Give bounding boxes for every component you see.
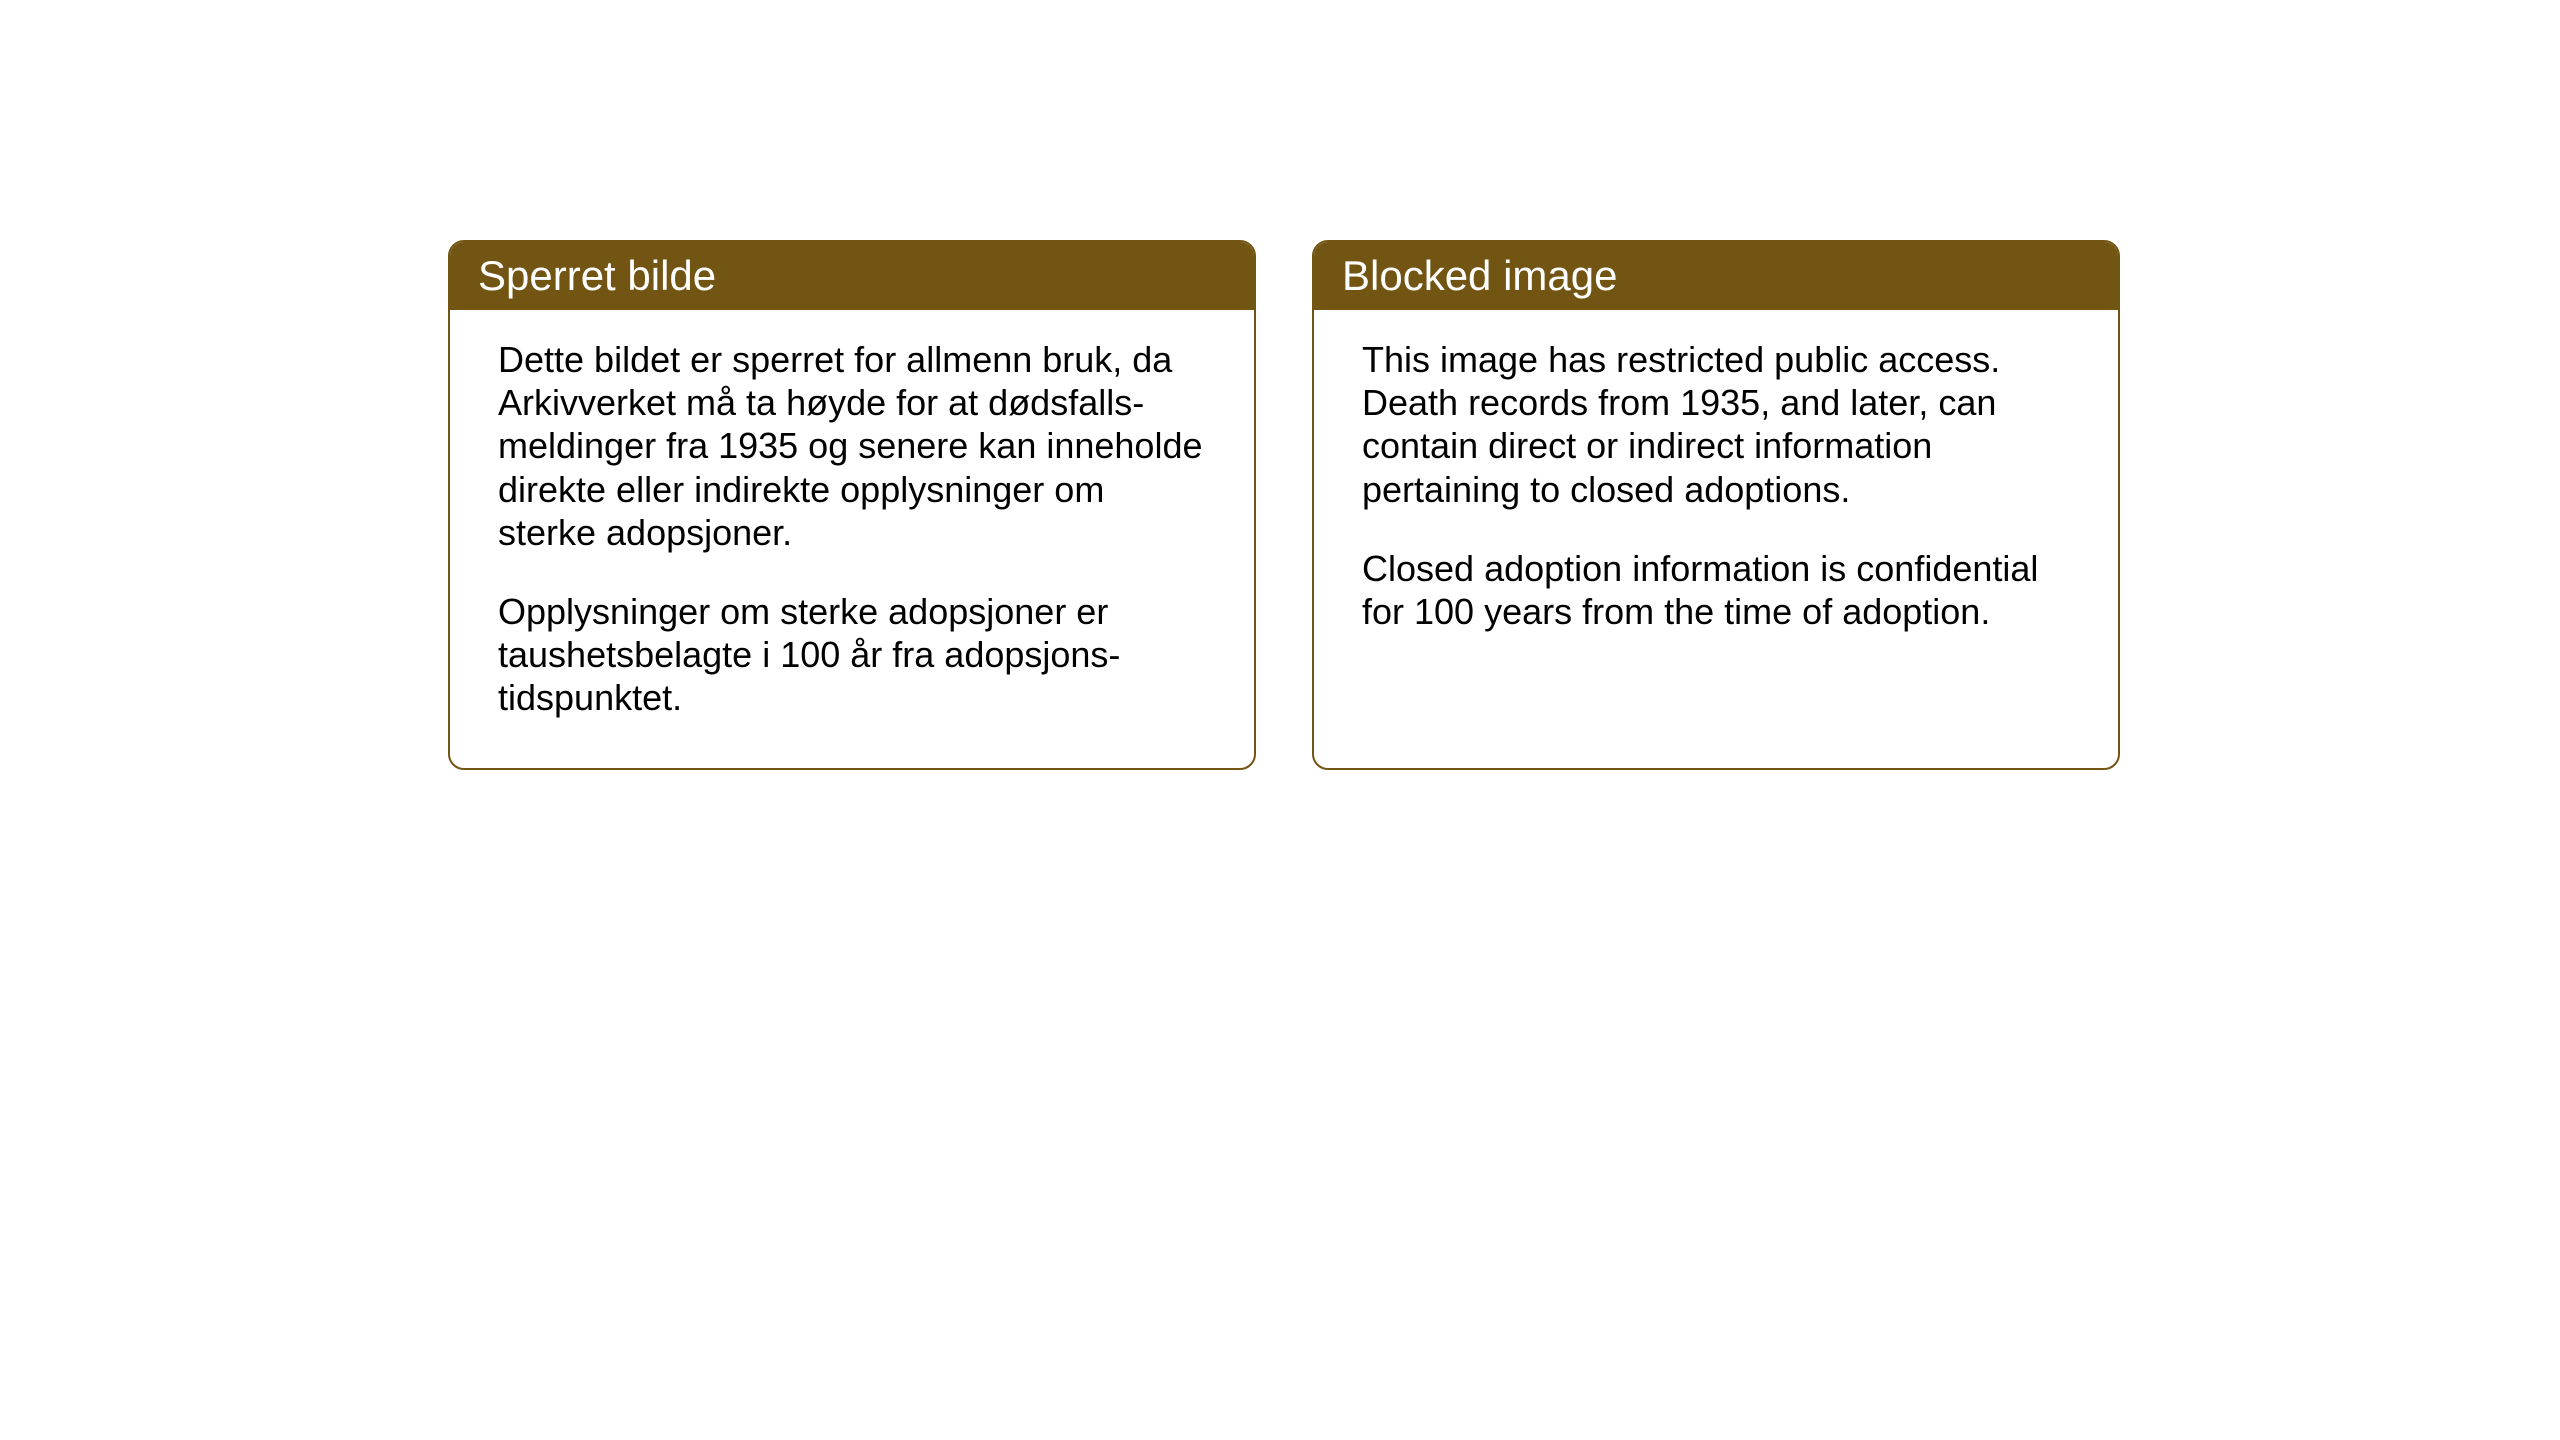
info-card-english: Blocked image This image has restricted … bbox=[1312, 240, 2120, 770]
card-paragraph-2-norwegian: Opplysninger om sterke adopsjoner er tau… bbox=[498, 590, 1206, 720]
card-body-norwegian: Dette bildet er sperret for allmenn bruk… bbox=[450, 310, 1254, 768]
info-cards-container: Sperret bilde Dette bildet er sperret fo… bbox=[448, 240, 2120, 770]
card-title-english: Blocked image bbox=[1342, 252, 1617, 299]
card-paragraph-2-english: Closed adoption information is confident… bbox=[1362, 547, 2070, 633]
card-paragraph-1-norwegian: Dette bildet er sperret for allmenn bruk… bbox=[498, 338, 1206, 554]
info-card-norwegian: Sperret bilde Dette bildet er sperret fo… bbox=[448, 240, 1256, 770]
card-header-english: Blocked image bbox=[1314, 242, 2118, 310]
card-title-norwegian: Sperret bilde bbox=[478, 252, 716, 299]
card-paragraph-1-english: This image has restricted public access.… bbox=[1362, 338, 2070, 511]
card-body-english: This image has restricted public access.… bbox=[1314, 310, 2118, 681]
card-header-norwegian: Sperret bilde bbox=[450, 242, 1254, 310]
